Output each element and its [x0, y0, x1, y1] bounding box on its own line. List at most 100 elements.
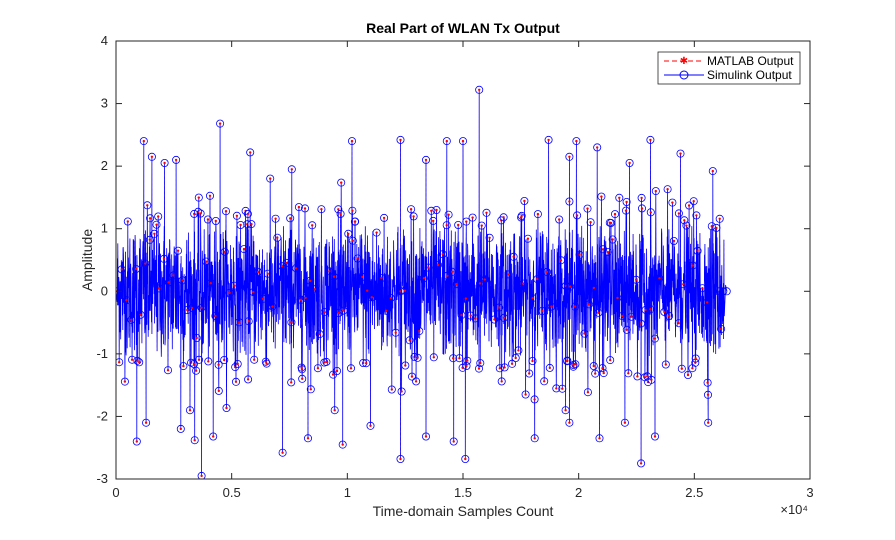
simulink-marker	[474, 364, 483, 373]
matlab-marker	[706, 393, 710, 396]
simulink-marker	[185, 406, 194, 415]
matlab-marker	[192, 362, 196, 366]
matlab-marker	[325, 360, 328, 364]
simulink-marker	[196, 209, 205, 218]
simulink-marker	[443, 271, 452, 280]
matlab-marker	[264, 360, 267, 363]
matlab-marker	[479, 361, 482, 365]
matlab-marker	[447, 213, 450, 216]
simulink-marker	[190, 209, 199, 218]
matlab-marker	[349, 367, 353, 370]
matlab-marker	[332, 275, 336, 278]
simulink-marker	[116, 358, 124, 367]
simulink-marker	[220, 355, 229, 364]
simulink-marker	[438, 250, 447, 259]
simulink-marker	[348, 206, 357, 215]
simulink-marker	[646, 208, 655, 217]
simulink-marker	[458, 363, 467, 372]
matlab-marker	[253, 358, 256, 361]
matlab-marker	[424, 158, 428, 162]
simulink-marker	[607, 218, 616, 227]
matlab-marker	[320, 208, 323, 211]
simulink-marker	[462, 361, 471, 370]
simulink-marker	[530, 434, 539, 443]
matlab-marker	[521, 282, 525, 285]
matlab-marker	[464, 297, 468, 300]
simulink-marker	[704, 418, 713, 427]
simulink-marker	[482, 208, 491, 217]
x-tick-label: 3	[806, 485, 813, 500]
x-tick-label: 0.5	[223, 485, 241, 500]
x-tick-label: 2.5	[685, 485, 703, 500]
simulink-marker	[211, 311, 220, 320]
simulink-marker	[233, 359, 242, 368]
matlab-marker	[290, 381, 293, 384]
legend-entry-simulink: Simulink Output	[664, 68, 792, 82]
matlab-marker	[464, 457, 467, 461]
matlab-marker	[644, 308, 647, 312]
simulink-marker	[455, 354, 464, 363]
simulink-marker	[197, 471, 206, 479]
matlab-marker	[512, 255, 515, 258]
simulink-marker	[291, 264, 300, 273]
simulink-marker	[216, 119, 225, 128]
matlab-marker	[313, 288, 317, 291]
simulink-marker	[625, 158, 634, 167]
matlab-marker	[536, 277, 539, 281]
simulink-marker	[407, 205, 416, 214]
matlab-marker	[174, 158, 178, 162]
matlab-marker	[683, 219, 686, 222]
simulink-marker	[211, 216, 220, 225]
matlab-marker	[533, 437, 536, 440]
simulink-marker	[243, 209, 252, 218]
simulink-marker	[159, 254, 168, 263]
matlab-marker	[303, 207, 307, 210]
simulink-marker	[682, 221, 691, 230]
simulink-marker	[346, 364, 355, 373]
simulink-marker	[214, 386, 223, 395]
matlab-marker	[135, 440, 138, 443]
x-tick-label: 1.5	[454, 485, 472, 500]
matlab-marker	[677, 212, 681, 215]
simulink-marker	[722, 287, 731, 296]
matlab-marker	[271, 305, 274, 308]
matlab-marker	[309, 388, 312, 391]
matlab-marker	[197, 358, 201, 361]
simulink-marker	[449, 354, 458, 363]
legend-marker-matlab: ✱	[680, 56, 688, 67]
simulink-marker	[571, 360, 580, 369]
simulink-marker	[296, 295, 305, 304]
simulink-marker	[663, 185, 672, 194]
simulink-marker	[650, 334, 659, 343]
matlab-marker	[500, 380, 503, 383]
matlab-marker	[572, 363, 575, 367]
matlab-marker	[162, 257, 166, 260]
matlab-marker	[285, 261, 288, 265]
matlab-marker	[517, 349, 520, 352]
matlab-marker	[550, 305, 553, 308]
matlab-marker	[533, 398, 536, 401]
simulink-marker	[454, 220, 463, 229]
matlab-marker	[197, 196, 200, 199]
matlab-marker	[706, 301, 709, 304]
simulink-marker	[367, 293, 376, 302]
matlab-marker	[385, 309, 388, 312]
simulink-marker	[372, 228, 381, 237]
matlab-marker	[624, 209, 628, 212]
matlab-marker	[304, 296, 307, 300]
simulink-marker	[339, 306, 348, 315]
matlab-marker	[566, 359, 569, 362]
x-axis-ticks: 0 0.5 1 1.5 2 2.5 3	[112, 41, 814, 500]
simulink-marker	[382, 306, 391, 315]
matlab-marker	[281, 451, 284, 454]
matlab-marker	[485, 211, 488, 214]
matlab-marker	[256, 270, 260, 274]
simulink-marker	[448, 267, 457, 276]
simulink-marker	[520, 196, 529, 205]
simulink-marker	[525, 369, 534, 378]
simulink-marker	[244, 317, 253, 326]
matlab-marker	[200, 306, 203, 309]
matlab-marker	[658, 277, 661, 280]
matlab-marker	[536, 212, 540, 216]
matlab-marker	[643, 376, 647, 379]
